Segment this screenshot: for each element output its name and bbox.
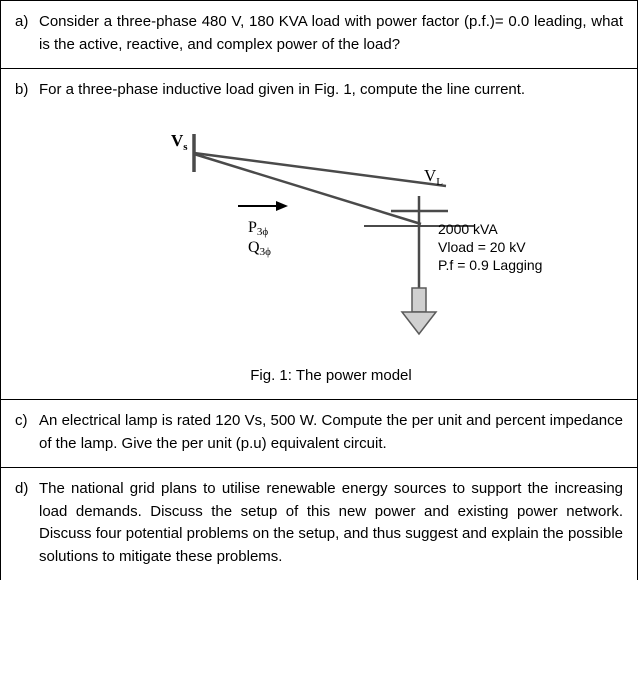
vs-label: Vs xyxy=(171,131,188,153)
down-arrow-icon xyxy=(402,288,436,334)
q-label: Q3ϕ xyxy=(248,239,271,258)
part-d: d) The national grid plans to utilise re… xyxy=(0,467,638,580)
part-text: An electrical lamp is rated 120 Vs, 500 … xyxy=(39,410,623,455)
vl-label: VL xyxy=(424,166,443,188)
load-line3: P.f = 0.9 Lagging xyxy=(438,257,542,273)
line-bottom xyxy=(194,154,421,224)
part-text: The national grid plans to utilise renew… xyxy=(39,478,623,568)
p-label: P3ϕ xyxy=(248,219,268,238)
figure-diagram: Vs VL P3ϕ Q3ϕ xyxy=(116,126,546,351)
part-content: For a three-phase inductive load given i… xyxy=(39,79,623,387)
flow-arrow-icon xyxy=(238,201,288,211)
part-text: For a three-phase inductive load given i… xyxy=(39,81,525,98)
part-a: a) Consider a three-phase 480 V, 180 KVA… xyxy=(0,0,638,68)
load-line2: Vload = 20 kV xyxy=(438,239,526,255)
part-letter: b) xyxy=(15,79,39,102)
figure-caption: Fig. 1: The power model xyxy=(250,365,411,388)
part-c: c) An electrical lamp is rated 120 Vs, 5… xyxy=(0,399,638,467)
part-letter: d) xyxy=(15,478,39,501)
part-letter: a) xyxy=(15,11,39,34)
line-top xyxy=(194,153,446,186)
part-letter: c) xyxy=(15,410,39,433)
part-b: b) For a three-phase inductive load give… xyxy=(0,68,638,399)
load-line1: 2000 kVA xyxy=(438,221,498,237)
part-text: Consider a three-phase 480 V, 180 KVA lo… xyxy=(39,11,623,56)
figure-wrap: Vs VL P3ϕ Q3ϕ xyxy=(39,126,623,388)
